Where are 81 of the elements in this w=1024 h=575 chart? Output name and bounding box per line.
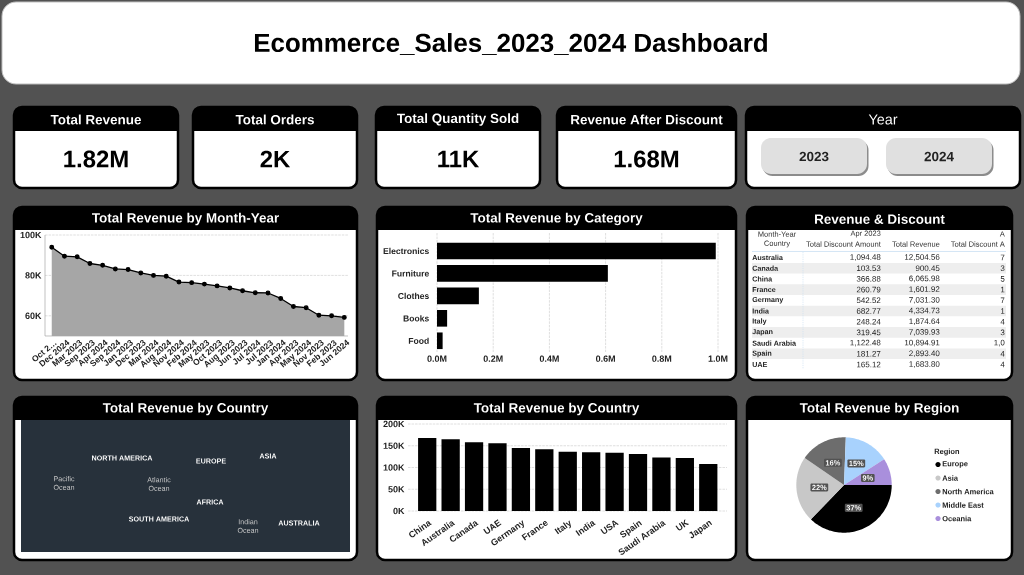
point	[240, 288, 245, 294]
text: Total Orders	[235, 114, 314, 125]
chart-title: Total Revenue by Country	[473, 402, 640, 416]
text: Revenue After Discount	[571, 114, 723, 125]
y-tick-label: Electronics	[383, 247, 429, 255]
point	[214, 283, 220, 289]
x-tick-label: 0.8M	[652, 355, 672, 362]
bar	[582, 452, 601, 511]
text: 2K	[260, 150, 291, 168]
x-tick-label: 0.6M	[596, 355, 615, 362]
y-tick-label: 100K	[383, 464, 405, 471]
x-tick-label: 0.2M	[483, 355, 503, 362]
y-tick-label: Clothes	[398, 292, 429, 300]
chart-title: Total Revenue by Category	[470, 212, 643, 226]
point	[227, 285, 233, 291]
text: Year	[868, 114, 898, 125]
bar	[418, 437, 437, 511]
y-tick-label: 150K	[383, 442, 405, 449]
bar	[675, 457, 694, 511]
bar	[437, 332, 443, 350]
bar	[437, 265, 608, 282]
point	[316, 312, 322, 318]
text: 2023	[799, 151, 829, 162]
x-tick-label: Italy	[554, 520, 571, 535]
text: Revenue & Discount	[815, 214, 945, 224]
point	[278, 295, 284, 301]
bar	[437, 242, 716, 260]
point	[87, 261, 93, 266]
text: Ecommerce_Sales_2023_2024 Dashboard	[254, 33, 767, 55]
point	[303, 305, 309, 311]
bar	[488, 443, 507, 511]
x-tick-label: USA	[600, 520, 619, 534]
point	[49, 244, 55, 250]
point	[290, 304, 296, 309]
y-tick-label: 80K	[25, 272, 42, 279]
bar	[535, 449, 554, 511]
y-tick-label: 50K	[388, 486, 405, 493]
bar	[441, 439, 460, 511]
text: 1.82M	[64, 150, 128, 168]
chart-title: Total Revenue by Region	[799, 402, 959, 416]
bar	[652, 457, 671, 511]
y-tick-label: Food	[408, 337, 429, 344]
bar	[437, 287, 479, 305]
bar	[605, 452, 624, 511]
y-tick-label: 60K	[25, 312, 42, 319]
x-tick-label: UK	[675, 519, 690, 531]
text: Total Revenue	[50, 114, 141, 125]
x-tick-label: 1.0M	[708, 355, 728, 362]
y-tick-label: Furniture	[392, 270, 429, 277]
y-tick-label: 100K	[20, 231, 42, 239]
text: Total Quantity Sold	[397, 113, 519, 126]
x-tick-label: India	[575, 521, 596, 536]
bar	[437, 310, 448, 327]
text: 1.68M	[614, 150, 679, 168]
point	[252, 290, 258, 296]
bar	[628, 454, 648, 511]
bar	[464, 442, 484, 511]
point	[74, 254, 80, 260]
point	[138, 270, 144, 276]
point	[163, 273, 169, 279]
bar	[558, 451, 577, 511]
bar	[699, 464, 718, 511]
point	[189, 280, 195, 286]
point	[62, 253, 67, 259]
x-tick-label: 0.0M	[427, 355, 447, 362]
bar	[511, 447, 531, 511]
point	[201, 281, 207, 287]
point	[112, 266, 118, 272]
text: 11K	[438, 150, 480, 168]
point	[329, 313, 335, 319]
y-tick-label: Books	[403, 315, 429, 322]
point	[100, 262, 106, 268]
text: 2024	[924, 151, 954, 162]
y-tick-label: 200K	[383, 420, 405, 428]
text: Total Revenue by Country	[102, 402, 269, 416]
point	[151, 272, 156, 278]
x-tick-label: 0.4M	[539, 355, 559, 362]
point	[341, 314, 347, 320]
chart-title: Total Revenue by Month-Year	[91, 212, 279, 226]
y-tick-label: 0K	[393, 507, 405, 515]
point	[265, 290, 271, 296]
